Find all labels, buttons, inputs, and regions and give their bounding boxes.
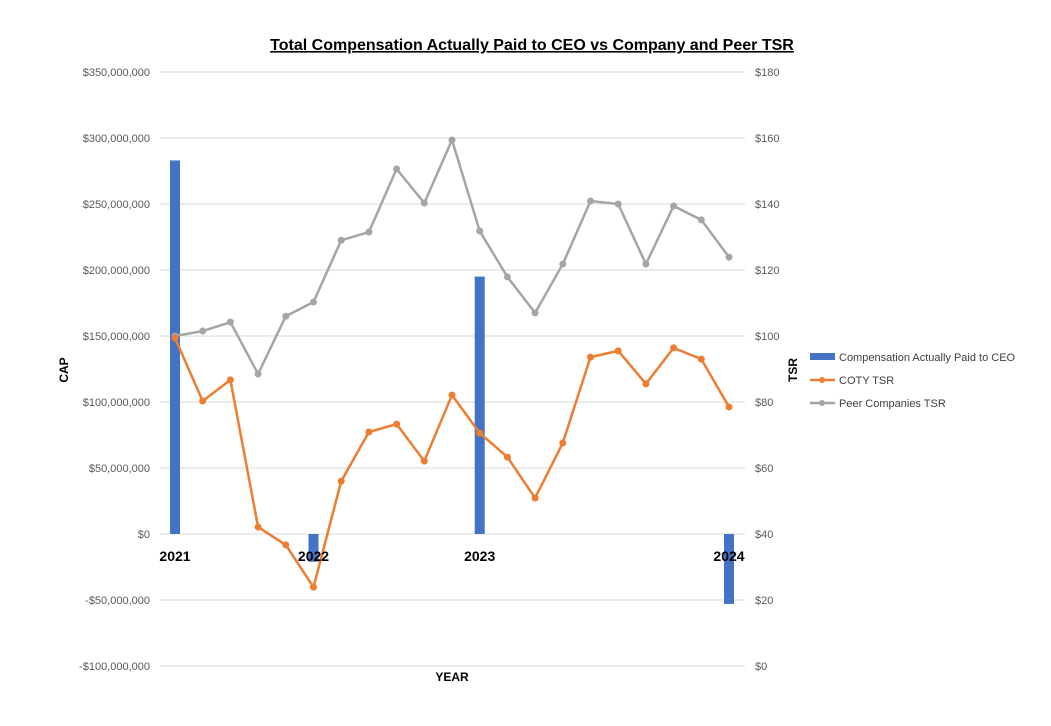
data-point-peer — [448, 136, 456, 144]
cap-bar — [474, 276, 485, 534]
y-tick-left: -$50,000,000 — [85, 595, 150, 607]
data-point-peer — [254, 370, 262, 378]
y-tick-right: $20 — [755, 595, 773, 607]
data-point-coty — [531, 494, 539, 502]
data-point-coty — [226, 376, 234, 384]
x-tick-year: 2024 — [713, 548, 744, 564]
data-point-peer — [559, 260, 567, 268]
y-tick-right: $40 — [755, 529, 773, 541]
chart-title: Total Compensation Actually Paid to CEO … — [270, 37, 794, 54]
data-point-coty — [559, 439, 567, 447]
data-point-coty — [587, 353, 594, 361]
y-tick-left: $350,000,000 — [83, 67, 150, 79]
data-point-peer — [365, 228, 373, 236]
legend-label-peer: Peer Companies TSR — [839, 398, 946, 410]
data-point-coty — [697, 355, 705, 363]
x-tick-year: 2023 — [464, 548, 495, 564]
data-point-coty — [282, 541, 290, 549]
legend-swatch-coty — [819, 377, 825, 383]
y-tick-right: $160 — [755, 133, 779, 145]
y-tick-left: -$100,000,000 — [79, 661, 150, 673]
data-point-coty — [310, 583, 317, 591]
data-point-peer — [282, 312, 290, 320]
data-point-peer — [476, 227, 484, 235]
legend-label-coty: COTY TSR — [839, 375, 894, 387]
data-point-peer — [531, 309, 539, 317]
data-point-peer — [670, 202, 678, 210]
data-point-coty — [254, 523, 262, 531]
cap-bar — [308, 534, 319, 562]
legend-swatch-peer — [819, 400, 825, 406]
data-point-peer — [642, 260, 650, 268]
cap-bar — [170, 160, 180, 534]
data-point-coty — [642, 380, 650, 388]
legend-label-cap: Compensation Actually Paid to CEO — [839, 352, 1016, 364]
y-axis-right-label: TSR — [786, 358, 800, 382]
data-point-coty — [670, 344, 678, 352]
y-tick-right: $100 — [755, 331, 779, 343]
y-tick-left: $300,000,000 — [83, 133, 150, 145]
data-point-peer — [614, 200, 622, 208]
data-point-coty — [503, 453, 511, 461]
data-point-peer — [226, 318, 234, 326]
data-point-coty — [171, 334, 179, 342]
data-point-peer — [310, 298, 317, 306]
y-tick-right: $80 — [755, 397, 773, 409]
legend: Compensation Actually Paid to CEO COTY T… — [810, 352, 1016, 410]
legend-swatch-bars — [810, 353, 835, 360]
data-point-coty — [365, 428, 373, 436]
data-point-coty — [476, 429, 484, 437]
data-point-coty — [448, 391, 456, 399]
data-point-peer — [503, 273, 511, 281]
y-tick-right: $140 — [755, 199, 779, 211]
y-tick-right: $120 — [755, 265, 779, 277]
y-tick-left: $150,000,000 — [83, 331, 150, 343]
data-point-peer — [337, 236, 345, 244]
y-tick-left: $100,000,000 — [83, 397, 150, 409]
y-tick-right: $180 — [755, 67, 779, 79]
data-point-coty — [725, 403, 733, 411]
data-point-coty — [420, 457, 428, 465]
data-point-coty — [393, 420, 401, 428]
data-point-peer — [725, 253, 733, 261]
y-axis-left-label: CAP — [57, 357, 71, 382]
series-line-peer — [174, 138, 731, 376]
y-tick-left: $50,000,000 — [89, 463, 150, 475]
cap-bar — [724, 534, 734, 604]
x-axis-label: YEAR — [435, 670, 469, 684]
data-point-peer — [199, 327, 207, 335]
data-point-peer — [393, 165, 401, 173]
data-point-peer — [697, 216, 705, 224]
y-tick-left: $0 — [138, 529, 150, 541]
data-point-coty — [199, 397, 207, 405]
data-point-coty — [614, 347, 622, 355]
y-tick-left: $200,000,000 — [83, 265, 150, 277]
y-tick-right: $60 — [755, 463, 773, 475]
y-tick-left: $250,000,000 — [83, 199, 150, 211]
x-tick-year: 2022 — [298, 548, 329, 564]
data-point-coty — [337, 477, 345, 485]
data-point-peer — [420, 199, 428, 207]
data-point-peer — [587, 197, 594, 205]
x-tick-year: 2021 — [159, 548, 190, 564]
y-tick-right: $0 — [755, 661, 767, 673]
